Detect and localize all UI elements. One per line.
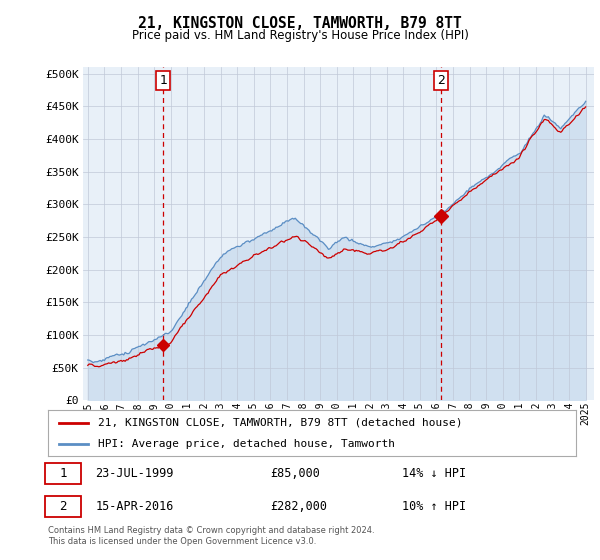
Text: Contains HM Land Registry data © Crown copyright and database right 2024.
This d: Contains HM Land Registry data © Crown c…	[48, 526, 374, 546]
FancyBboxPatch shape	[46, 496, 81, 517]
Text: 2: 2	[59, 500, 67, 513]
Text: £282,000: £282,000	[270, 500, 327, 513]
Text: 2: 2	[437, 74, 445, 87]
Text: 10% ↑ HPI: 10% ↑ HPI	[402, 500, 466, 513]
Text: 1: 1	[160, 74, 167, 87]
Text: 23-JUL-1999: 23-JUL-1999	[95, 468, 174, 480]
Text: 14% ↓ HPI: 14% ↓ HPI	[402, 468, 466, 480]
Text: 15-APR-2016: 15-APR-2016	[95, 500, 174, 513]
Text: 21, KINGSTON CLOSE, TAMWORTH, B79 8TT: 21, KINGSTON CLOSE, TAMWORTH, B79 8TT	[138, 16, 462, 31]
Text: HPI: Average price, detached house, Tamworth: HPI: Average price, detached house, Tamw…	[98, 439, 395, 449]
FancyBboxPatch shape	[46, 464, 81, 484]
Text: £85,000: £85,000	[270, 468, 320, 480]
Text: 21, KINGSTON CLOSE, TAMWORTH, B79 8TT (detached house): 21, KINGSTON CLOSE, TAMWORTH, B79 8TT (d…	[98, 418, 463, 428]
Text: Price paid vs. HM Land Registry's House Price Index (HPI): Price paid vs. HM Land Registry's House …	[131, 29, 469, 42]
Text: 1: 1	[59, 468, 67, 480]
